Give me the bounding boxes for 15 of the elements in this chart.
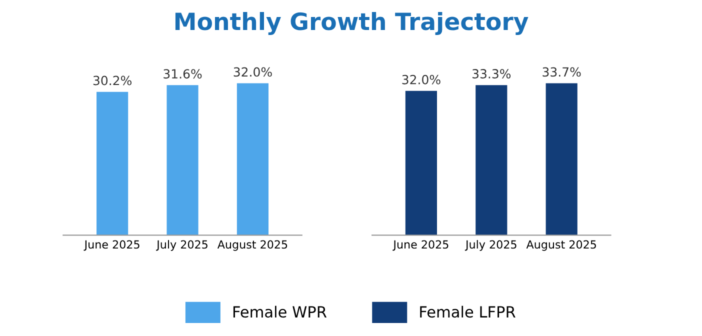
legend-label: Female WPR [233,306,327,318]
data-label: 32.0% [402,74,440,84]
legend-label: Female LFPR [420,306,516,318]
x-tick-label: July 2025 [156,240,208,251]
data-label: 33.7% [542,67,581,77]
x-tick-label: August 2025 [217,240,288,251]
data-label: 31.6% [164,69,202,79]
x-tick-label: June 2025 [84,240,140,251]
x-tick-label: August 2025 [526,240,596,251]
data-label: 33.3% [472,69,511,78]
x-tick-label: July 2025 [464,240,516,251]
data-label: 30.2% [93,76,132,86]
text: Monthly Growth Trajectory [175,12,528,36]
x-tick-label: June 2025 [392,240,448,251]
data-label: 32.0% [234,67,272,77]
